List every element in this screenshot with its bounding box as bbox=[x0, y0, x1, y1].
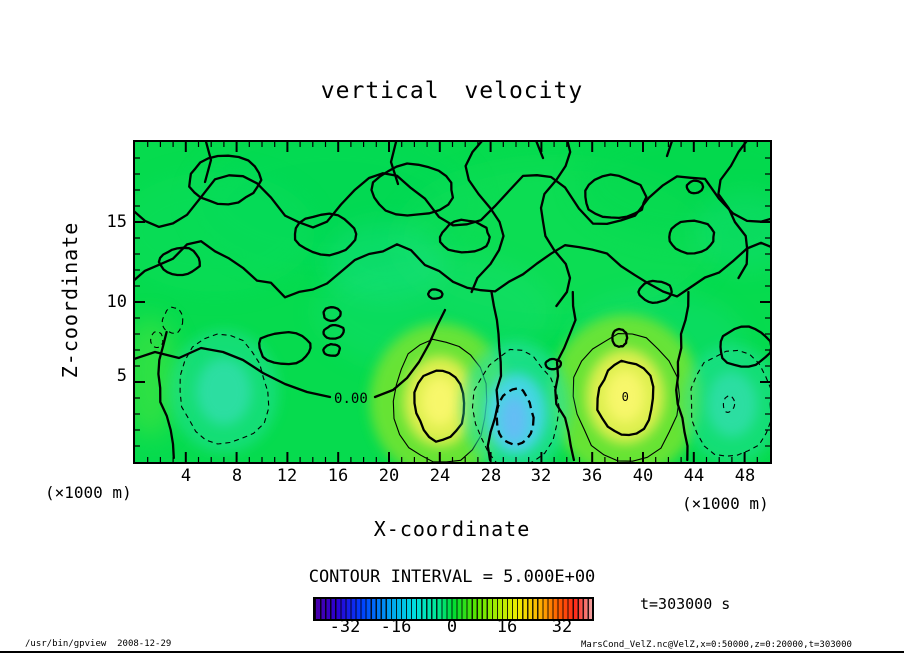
x-tick-label-44: 44 bbox=[683, 466, 705, 486]
x-tick-label-48: 48 bbox=[734, 466, 756, 486]
plot-title: vertical velocity bbox=[320, 78, 584, 104]
colorbar-tick-neg32: -32 bbox=[329, 617, 361, 637]
x-tick-label-16: 16 bbox=[327, 466, 349, 486]
x-tick-label-20: 20 bbox=[378, 466, 400, 486]
footer-command-text: /usr/bin/gpview 2008-12-29 bbox=[25, 639, 172, 649]
x-tick-label-4: 4 bbox=[180, 466, 192, 486]
contour-label: 0 bbox=[622, 390, 629, 404]
colorbar-tick-0: 0 bbox=[446, 617, 458, 637]
unit-label-left: (×1000 m) bbox=[45, 483, 132, 502]
y-tick-label-10: 10 bbox=[106, 292, 127, 312]
contour-label: 0.00 bbox=[334, 391, 368, 407]
x-tick-label-32: 32 bbox=[530, 466, 552, 486]
x-tick-label-12: 12 bbox=[276, 466, 298, 486]
x-tick-label-8: 8 bbox=[231, 466, 243, 486]
colorbar-level-stripes bbox=[315, 599, 592, 619]
colorbar-tick-32: 32 bbox=[551, 617, 573, 637]
x-tick-label-36: 36 bbox=[581, 466, 603, 486]
unit-label-right: (×1000 m) bbox=[682, 494, 769, 513]
colorbar-tick-16: 16 bbox=[496, 617, 518, 637]
y-axis-label: Z-coordinate bbox=[58, 221, 82, 379]
x-axis-label: X-coordinate bbox=[373, 517, 531, 541]
y-tick-label-5: 5 bbox=[116, 366, 127, 386]
contour-interval-label: CONTOUR INTERVAL = 5.000E+00 bbox=[308, 567, 596, 587]
footer-dataset-text: MarsCond_VelZ.nc@VelZ,x=0:50000,z=0:2000… bbox=[581, 640, 852, 650]
x-tick-label-24: 24 bbox=[429, 466, 451, 486]
bottom-border-line bbox=[0, 651, 904, 653]
x-tick-label-40: 40 bbox=[632, 466, 654, 486]
colorbar-tick-neg16: -16 bbox=[380, 617, 412, 637]
contour-plot: 0 0.00 bbox=[133, 140, 772, 464]
x-tick-label-28: 28 bbox=[480, 466, 502, 486]
contour-field: 00.00 bbox=[135, 142, 770, 462]
colorbar bbox=[313, 597, 594, 621]
time-label: t=303000 s bbox=[640, 595, 731, 613]
y-tick-label-15: 15 bbox=[106, 212, 127, 232]
